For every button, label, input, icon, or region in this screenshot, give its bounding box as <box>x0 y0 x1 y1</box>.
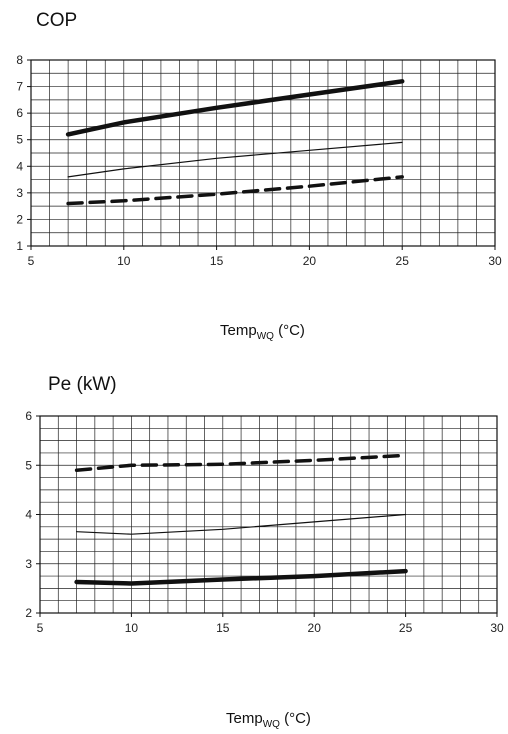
cop-series-line-thick <box>65 79 405 137</box>
pe-x-axis-label: TempWQ (°C) <box>226 710 311 730</box>
pe-y-tick-label: 4 <box>25 508 32 522</box>
cop-x-axis-label: TempWQ (°C) <box>220 322 305 342</box>
pe-x-tick-label: 20 <box>308 621 322 635</box>
pe-x-label-unit: (°C) <box>284 710 311 727</box>
cop-y-tick-label: 4 <box>16 159 23 173</box>
cop-y-tick-label: 5 <box>16 133 23 147</box>
pe-series-line-thin <box>75 513 407 535</box>
cop-x-tick-label: 25 <box>396 254 410 268</box>
pe-series-line-thick <box>74 568 408 586</box>
pe-x-label-sub: WQ <box>262 719 280 730</box>
cop-plot-frame <box>30 59 496 247</box>
cop-x-label-main: Temp <box>220 322 257 339</box>
cop-y-tick-label: 8 <box>16 53 23 67</box>
cop-y-tick-label: 2 <box>16 212 23 226</box>
pe-y-tick-label: 6 <box>25 409 32 423</box>
cop-x-tick-label: 20 <box>303 254 317 268</box>
cop-series-line-thin <box>67 141 403 178</box>
cop-x-tick-label: 30 <box>488 254 502 268</box>
pe-series-line-dashed <box>74 453 408 472</box>
cop-x-tick-label: 15 <box>210 254 224 268</box>
pe-x-tick-label: 15 <box>216 621 230 635</box>
cop-chart-title: COP <box>36 10 78 31</box>
cop-x-tick-label: 10 <box>117 254 131 268</box>
pe-y-tick-label: 2 <box>25 606 32 620</box>
pe-x-tick-label: 25 <box>399 621 413 635</box>
cop-y-tick-label: 6 <box>16 106 23 120</box>
cop-chart: 5 10 15 20 25 30 1 2 3 4 5 6 7 8 <box>16 53 502 268</box>
cop-y-tick-label: 7 <box>16 80 23 94</box>
cop-series-line-dashed <box>66 175 404 206</box>
cop-y-tick-label: 1 <box>16 239 23 253</box>
pe-x-label-main: Temp <box>226 710 263 727</box>
cop-x-label-unit: (°C) <box>278 322 305 339</box>
pe-y-tick-label: 5 <box>25 458 32 472</box>
pe-x-tick-label: 5 <box>37 621 44 635</box>
cop-x-label-sub: WQ <box>256 331 274 342</box>
pe-y-tick-label: 3 <box>25 557 32 571</box>
pe-x-tick-label: 30 <box>490 621 504 635</box>
pe-x-tick-label: 10 <box>125 621 139 635</box>
cop-y-tick-label: 3 <box>16 186 23 200</box>
pe-chart-title: Pe (kW) <box>48 374 117 395</box>
cop-x-tick-label: 5 <box>28 254 35 268</box>
